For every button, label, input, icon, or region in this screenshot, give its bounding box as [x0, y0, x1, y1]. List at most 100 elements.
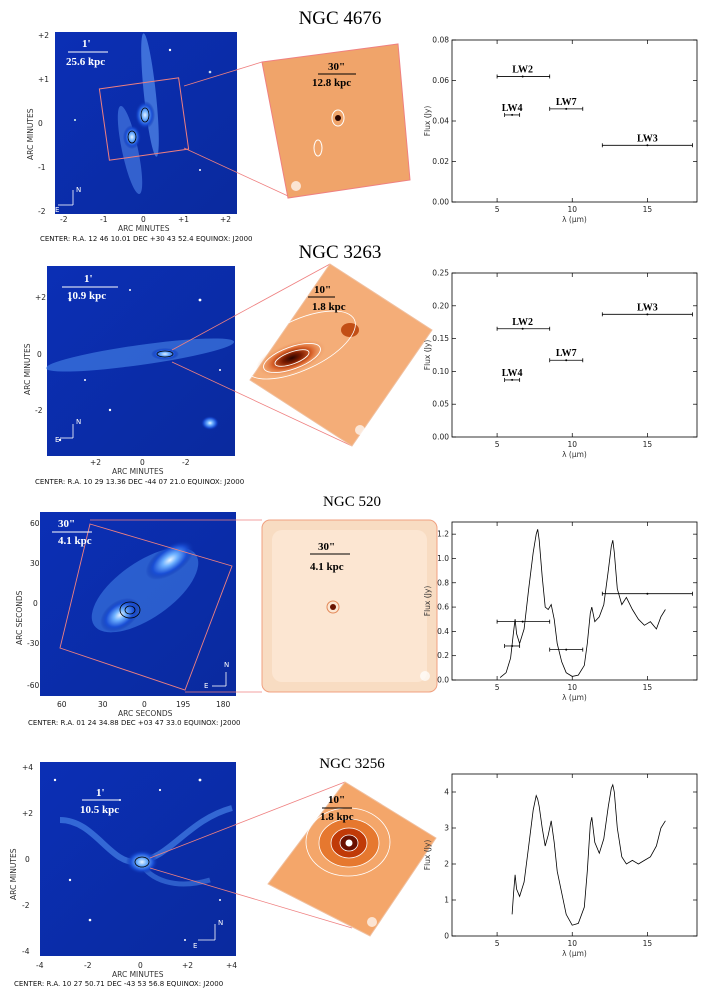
svg-text:4.1 kpc: 4.1 kpc [58, 535, 92, 547]
svg-text:25.6 kpc: 25.6 kpc [66, 56, 105, 68]
y-tick-label: 0.20 [432, 301, 449, 310]
x-tick-label: 5 [495, 205, 500, 214]
band-label-lw7: LW7 [556, 97, 577, 108]
band-point-lw4 [511, 644, 514, 647]
axis-ticks-x: -4 -2 0 +2 +4 [36, 961, 237, 970]
x-tick-label: 15 [643, 683, 653, 692]
svg-text:-4: -4 [22, 947, 30, 956]
y-tick-label: 0.02 [432, 157, 449, 166]
panel-title: NGC 520 [323, 494, 381, 510]
svg-text:10.5 kpc: 10.5 kpc [80, 804, 119, 816]
band-label-lw2: LW2 [512, 64, 533, 75]
panel-title: NGC 4676 [299, 8, 382, 29]
svg-text:0: 0 [25, 855, 30, 864]
y-tick-label: 0.25 [432, 269, 449, 278]
x-axis-label: λ (μm) [562, 693, 587, 702]
sed-chart-ngc520: 0.0 0.2 0.4 0.6 0.8 1.0 1.2 5 10 15 λ (μm) Flux (Jy… [423, 521, 698, 702]
svg-text:30: 30 [30, 559, 40, 568]
y-tick-label: 0.04 [432, 117, 449, 126]
band-point-lw2 [521, 327, 524, 330]
svg-text:30": 30" [58, 518, 75, 530]
sed-chart-ngc4676: 0.00 0.02 0.04 0.06 0.08 5 10 15 λ (μm) Flux (Jy)… [423, 36, 698, 224]
band-point-lw3 [646, 313, 649, 316]
zoom-image: 30" 4.1 kpc [261, 519, 438, 693]
svg-text:-2: -2 [182, 458, 190, 467]
x-tick-label: 5 [495, 683, 500, 692]
x-tick-label: 5 [495, 440, 500, 449]
svg-text:+2: +2 [22, 809, 33, 818]
x-axis-label: λ (μm) [562, 949, 587, 958]
compass: N E [193, 919, 223, 950]
panel-ngc520: NGC 520 30" 4.1 kpc N E 60 30 0 195 180 [15, 494, 698, 727]
svg-text:10": 10" [328, 794, 345, 806]
compass: N E [55, 186, 81, 214]
x-axis-label: ARC SECONDS [118, 709, 173, 718]
y-axis-label: Flux (Jy) [423, 840, 432, 871]
svg-text:0: 0 [142, 700, 147, 709]
panel-title: NGC 3263 [299, 242, 382, 263]
svg-text:N: N [218, 919, 223, 927]
compass: N E [55, 418, 81, 444]
y-tick-label: 1.0 [437, 554, 449, 563]
svg-text:+4: +4 [22, 763, 33, 772]
svg-text:-30: -30 [27, 639, 39, 648]
y-axis-label: Flux (Jy) [423, 106, 432, 137]
svg-text:0: 0 [38, 119, 43, 128]
sky-image [40, 512, 236, 696]
x-tick-label: 10 [567, 939, 577, 948]
y-tick-label: 0.0 [437, 676, 449, 685]
svg-text:-2: -2 [60, 215, 68, 224]
svg-text:1': 1' [82, 38, 91, 50]
x-axis-label: λ (μm) [562, 215, 587, 224]
svg-text:N: N [76, 186, 81, 194]
y-tick-label: 1.2 [437, 530, 449, 539]
svg-text:+2: +2 [38, 31, 49, 40]
svg-text:+2: +2 [35, 293, 46, 302]
svg-text:1': 1' [84, 273, 93, 285]
y-tick-label: 0.6 [437, 603, 449, 612]
y-tick-label: 0.15 [432, 334, 449, 343]
band-label-lw3: LW3 [637, 133, 658, 144]
y-tick-label: 0.00 [432, 433, 449, 442]
axis-ticks-y: +2 +1 0 -1 -2 [38, 31, 49, 216]
svg-text:+2: +2 [220, 215, 231, 224]
svg-text:-2: -2 [35, 406, 43, 415]
band-point-lw2 [521, 620, 524, 623]
svg-text:E: E [193, 942, 197, 950]
band-label-lw7: LW7 [556, 348, 577, 359]
y-tick-label: 0.00 [432, 198, 449, 207]
svg-text:-60: -60 [27, 681, 39, 690]
x-axis-label: ARC MINUTES [112, 467, 164, 476]
band-label-lw4: LW4 [502, 368, 523, 379]
svg-text:E: E [55, 206, 59, 214]
y-tick-label: 0 [444, 932, 449, 941]
axis-ticks-y: +4 +2 0 -2 -4 [22, 763, 33, 956]
band-label-lw2: LW2 [512, 317, 533, 328]
y-tick-label: 3 [444, 824, 449, 833]
x-tick-label: 15 [643, 205, 653, 214]
band-point-lw2 [521, 75, 524, 78]
band-label-lw3: LW3 [637, 302, 658, 313]
svg-text:+1: +1 [178, 215, 189, 224]
y-axis-label: Flux (Jy) [423, 586, 432, 617]
scale-bar: 1' 10.9 kpc [62, 273, 118, 302]
svg-text:10.9 kpc: 10.9 kpc [67, 290, 106, 302]
panel-title: NGC 3256 [319, 756, 385, 772]
svg-text:-2: -2 [84, 961, 92, 970]
svg-text:1.8 kpc: 1.8 kpc [320, 811, 354, 823]
svg-text:E: E [204, 682, 208, 690]
band-point-lw7 [565, 107, 568, 110]
svg-text:0: 0 [138, 961, 143, 970]
svg-text:30": 30" [328, 61, 345, 73]
svg-text:0: 0 [140, 458, 145, 467]
x-tick-label: 10 [567, 440, 577, 449]
panel-ngc3263: NGC 3263 1' 10.9 kpc N E +2 0 -2 +2 0 [23, 242, 698, 486]
svg-text:-2: -2 [38, 207, 46, 216]
svg-text:0: 0 [33, 599, 38, 608]
zoom-image: 10" 1.8 kpc [244, 263, 433, 447]
y-tick-label: 0.06 [432, 76, 449, 85]
x-tick-label: 5 [495, 939, 500, 948]
svg-text:60: 60 [57, 700, 67, 709]
svg-text:+2: +2 [90, 458, 101, 467]
